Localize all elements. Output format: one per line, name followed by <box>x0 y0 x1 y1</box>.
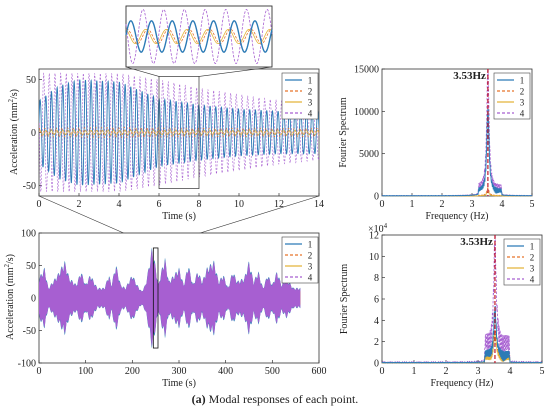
fft-top-ylabel: Fourier Spectrum <box>338 97 349 167</box>
caption-text: Modal responses of each point. <box>205 392 359 406</box>
fft-bottom-ytick-label: 8 <box>374 273 379 284</box>
time-top-ylabel: Acceleration (mm2/s) <box>7 89 20 175</box>
fft-bottom-legend-label-4: 4 <box>530 275 535 285</box>
time-top-xtick-label: 4 <box>117 199 122 210</box>
fft-bottom-ylabel: Fourier Spectrum <box>339 264 350 334</box>
fft-top-xtick-label: 1 <box>410 199 415 210</box>
time-top-legend-box <box>281 72 319 120</box>
time-top-series-1 <box>39 79 319 186</box>
time-top-legend-label-2: 2 <box>308 87 313 97</box>
fft-top-ytick-label: 0 <box>374 192 379 203</box>
time-bottom-xtick-label: 500 <box>265 366 280 377</box>
fft-bottom-xtick-label: 3 <box>476 366 481 377</box>
time-bottom-ytick-label: 50 <box>26 261 36 272</box>
time-top-xtick-label: 2 <box>77 199 82 210</box>
fft-bottom-ytick-label: 10 <box>369 252 379 263</box>
fft-top-series-1 <box>381 108 533 197</box>
time-top-xtick-label: 6 <box>157 199 162 210</box>
inset-plot-area <box>125 5 273 68</box>
fft-bottom-legend-box <box>503 238 541 286</box>
fft-bottom-xtick-label: 0 <box>380 366 385 377</box>
inset-series-1 <box>125 20 273 53</box>
time-bottom-xlabel: Time (s) <box>162 378 196 389</box>
fft-bottom-xtick-label: 4 <box>508 366 513 377</box>
time-top-xtick-label: 10 <box>234 199 244 210</box>
fft-bottom-legend-label-3: 3 <box>530 264 535 274</box>
time-top-xtick-label: 12 <box>274 199 284 210</box>
fft-bottom-ytick-label: 0 <box>374 359 379 370</box>
fft-bottom-xtick-label: 2 <box>444 366 449 377</box>
fft-bottom-y-multiplier: ×104 <box>368 222 388 235</box>
caption-label: (a) <box>191 392 206 406</box>
time-top-xlabel: Time (s) <box>162 211 196 222</box>
fft-top-xtick-label: 5 <box>530 199 535 210</box>
time-top-xtick-label: 8 <box>197 199 202 210</box>
fft-bottom-xlabel: Frequency (Hz) <box>430 378 493 389</box>
time-bottom-ylabel: Acceleration (mm2/s) <box>3 254 16 340</box>
time-bottom-ytick-label: -100 <box>18 359 36 370</box>
time-bottom-legend-label-4: 4 <box>308 273 313 283</box>
time-bottom-xtick-label: 0 <box>37 366 42 377</box>
time-bottom-ytick-label: -50 <box>23 326 36 337</box>
fft-top-ytick-label: 10000 <box>354 107 379 118</box>
time-bottom-ytick-label: 0 <box>31 294 36 305</box>
time-top-legend-label-3: 3 <box>308 98 313 108</box>
zoom-connector-right <box>198 66 273 77</box>
fft-top-ytick-label: 5000 <box>359 149 379 160</box>
time-bottom-xtick-label: 200 <box>125 366 140 377</box>
time-top-ytick-label: -50 <box>23 181 36 192</box>
time-top-ytick-label: 0 <box>31 128 36 139</box>
time-bottom-legend-label-1: 1 <box>308 240 313 250</box>
time-top-series-4 <box>39 72 319 192</box>
fft-top-xtick-label: 4 <box>500 199 505 210</box>
fft-top-legend-label-3: 3 <box>520 98 525 108</box>
fft-bottom-ytick-label: 12 <box>369 231 379 242</box>
fft-bottom-legend-label-2: 2 <box>530 253 535 263</box>
fft-top-xtick-label: 0 <box>380 199 385 210</box>
fft-top-xtick-label: 3 <box>470 199 475 210</box>
fft-bottom-xtick-label: 5 <box>540 366 545 377</box>
fft-bottom-peak-label: 3.53Hz <box>460 236 493 248</box>
figure-canvas: Acceleration (mm2/s)0 2 4 6 8 10 12 14-50050Tim… <box>3 5 545 389</box>
fft-top-xlabel: Frequency (Hz) <box>425 211 488 222</box>
fft-top-legend-label-4: 4 <box>520 109 525 119</box>
zoom-connector-left <box>125 66 160 77</box>
time-bottom-ytick-label: 100 <box>21 229 36 240</box>
fft-top-legend-label-2: 2 <box>520 87 525 97</box>
time-bottom-xtick-label: 300 <box>172 366 187 377</box>
time-top-zoom-box <box>158 76 200 189</box>
fft-top-ytick-label: 15000 <box>354 65 379 76</box>
figure-caption: (a) Modal responses of each point. <box>0 392 550 407</box>
time-top-legend-label-4: 4 <box>308 109 313 119</box>
inset-series-4 <box>125 8 273 65</box>
time-bottom-legend-label-2: 2 <box>308 251 313 261</box>
time-bottom-legend-box <box>281 236 319 284</box>
time-top-xtick-label: 0 <box>37 199 42 210</box>
fft-bottom-ytick-label: 6 <box>374 295 379 306</box>
fft-top-legend-label-1: 1 <box>520 76 525 86</box>
fft-top-xtick-label: 2 <box>440 199 445 210</box>
time-bottom-legend-label-3: 3 <box>308 262 313 272</box>
time-top-xtick-label: 14 <box>314 199 324 210</box>
time-top-legend-label-1: 1 <box>308 76 313 86</box>
fft-bottom-legend-label-1: 1 <box>530 242 535 252</box>
fft-top-legend-box <box>493 72 531 120</box>
fft-bottom-series-1 <box>381 305 543 364</box>
time-top-series-3 <box>39 130 319 135</box>
time-bottom-xtick-label: 600 <box>312 366 327 377</box>
time-top-ytick-label: 50 <box>26 75 36 86</box>
fft-bottom-ytick-label: 2 <box>374 337 379 348</box>
fft-top-peak-label: 3.53Hz <box>453 70 486 82</box>
time-bottom-xtick-label: 100 <box>78 366 93 377</box>
time-bottom-series-4 <box>39 249 301 347</box>
fft-bottom-ytick-label: 4 <box>374 316 379 327</box>
time-bottom-xtick-label: 400 <box>218 366 233 377</box>
time-bottom-window-box <box>152 247 159 349</box>
fft-bottom-xtick-label: 1 <box>412 366 417 377</box>
